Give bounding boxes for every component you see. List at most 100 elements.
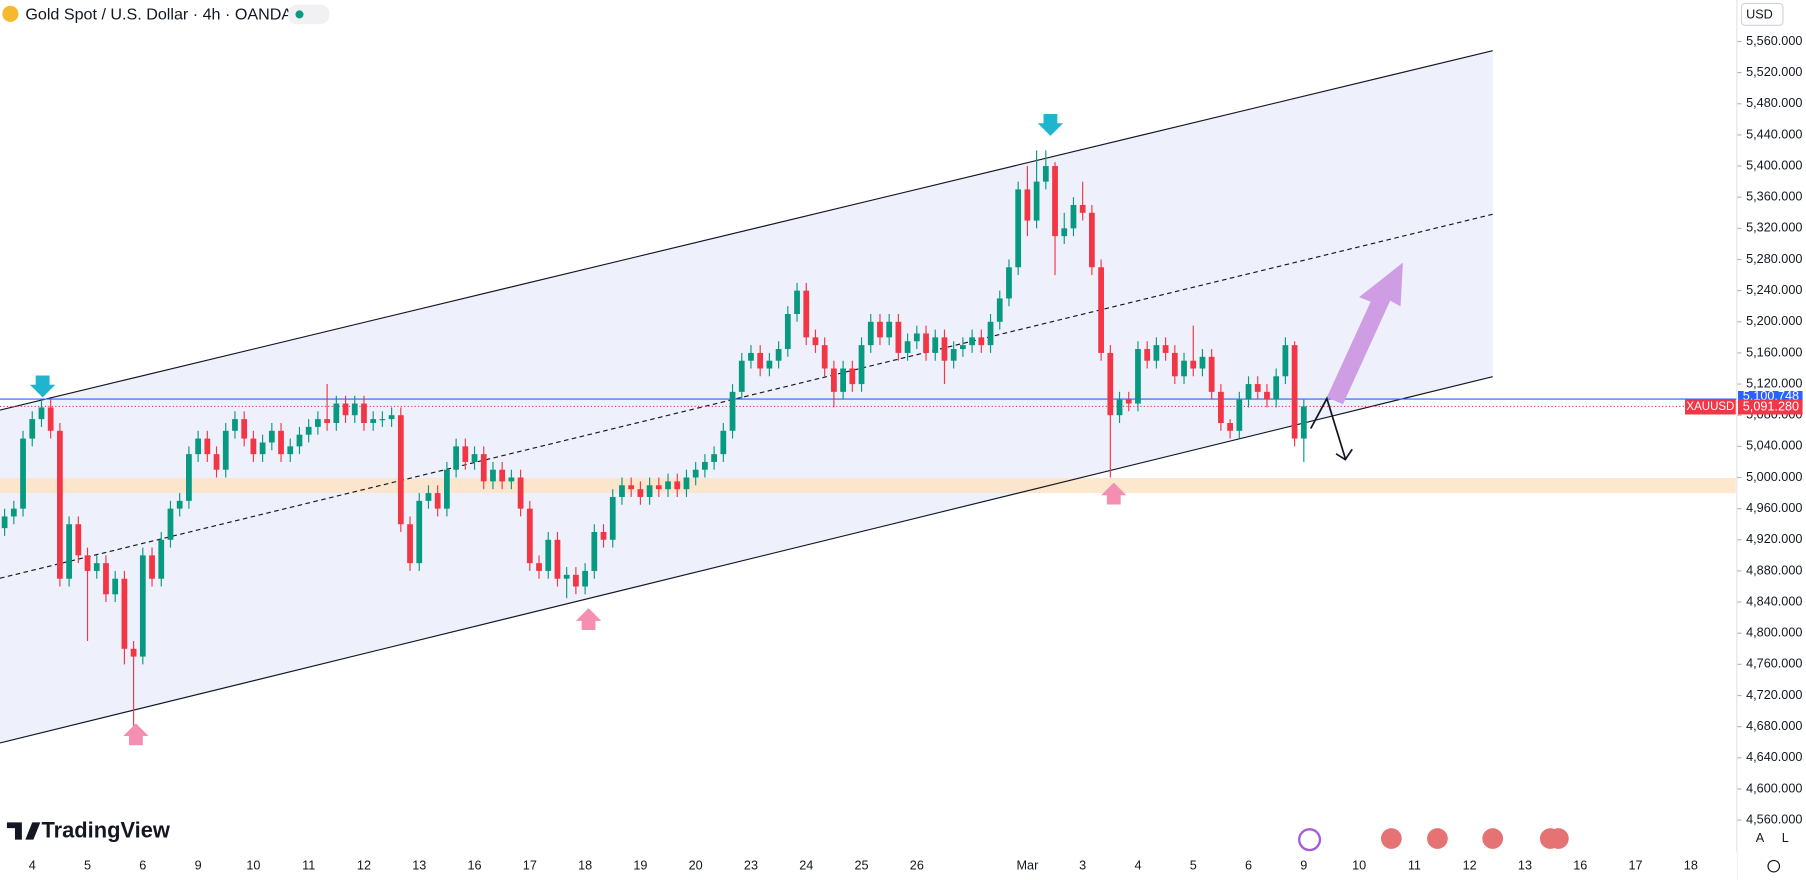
candle-body [471, 454, 478, 462]
candle-body [361, 403, 367, 423]
x-tick-label: 6 [139, 859, 146, 873]
y-tick-label: 4,760.000 [1746, 657, 1802, 671]
candle-body [158, 539, 165, 579]
candle-body [84, 555, 91, 571]
candle-body [1227, 422, 1233, 431]
event-icon[interactable] [1548, 828, 1569, 849]
x-tick-label: 12 [1463, 859, 1477, 873]
candle-body [1181, 360, 1187, 377]
candle-body [674, 481, 681, 490]
candle-body [720, 430, 727, 455]
event-icon[interactable] [1427, 828, 1448, 849]
candle-body [10, 508, 17, 517]
candle-body [702, 461, 708, 470]
candle-body [867, 321, 874, 346]
y-tick-label: 4,880.000 [1746, 563, 1802, 577]
candle-body [1153, 345, 1160, 361]
candle-body [536, 563, 542, 571]
candle-body [821, 345, 828, 369]
x-tick-label: 5 [1190, 859, 1197, 873]
candle-body [480, 454, 487, 482]
y-tick-label: 4,720.000 [1746, 688, 1802, 702]
y-tick-label: 5,160.000 [1746, 345, 1802, 359]
y-tick-label: 5,200.000 [1746, 314, 1802, 328]
candle-body [692, 469, 699, 478]
grid-layer [0, 398, 1737, 408]
candle-body [1006, 267, 1012, 299]
x-tick-label: 23 [744, 859, 758, 873]
x-tick-label: 9 [1300, 859, 1307, 873]
x-tick-label: 20 [689, 859, 703, 873]
candle-body [278, 430, 284, 455]
candle-body [1144, 349, 1151, 361]
y-tick-label: 5,000.000 [1746, 470, 1802, 484]
event-icon[interactable] [1380, 828, 1402, 849]
candle-body [849, 368, 856, 385]
candle-body [259, 442, 266, 455]
candle-body [1107, 352, 1114, 416]
candle-body [250, 438, 257, 455]
candle-layer [1, 150, 1307, 743]
candle-body [1125, 399, 1132, 404]
candle-body [425, 493, 432, 501]
candle-body [444, 469, 450, 509]
candle-body [296, 434, 303, 447]
chart-title: Gold Spot / U.S. Dollar · 4h · OANDA [25, 5, 292, 23]
event-icon[interactable] [1482, 828, 1504, 849]
arrow-up-marker [1101, 482, 1127, 505]
scale-button[interactable]: A [1756, 831, 1765, 845]
brand-icon [6, 822, 41, 840]
x-tick-label: 18 [1684, 859, 1698, 873]
candle-body [573, 574, 579, 587]
candle-body [757, 352, 764, 369]
candle-body [950, 349, 957, 361]
candle-body [517, 477, 524, 509]
candle-body [1300, 406, 1307, 439]
markers-down [29, 114, 1064, 398]
channel-mid [0, 213, 1493, 579]
currency-box[interactable] [1740, 2, 1784, 26]
settings-icon[interactable] [1767, 859, 1781, 873]
x-tick-label: 13 [412, 859, 426, 873]
candle-body [434, 493, 441, 509]
candle-body [812, 337, 819, 346]
candle-body [1061, 228, 1068, 237]
candle-body [1033, 181, 1040, 221]
x-tick-label: 26 [910, 859, 924, 873]
x-tick-label: 17 [523, 859, 537, 873]
x-tick-label: 3 [1079, 859, 1086, 873]
x-tick-label: 6 [1245, 859, 1252, 873]
y-tick-label: 5,120.000 [1746, 376, 1802, 390]
arrow-up-marker [575, 608, 602, 631]
y-tick-label: 5,440.000 [1746, 127, 1802, 141]
candle-body [1116, 399, 1123, 416]
scale-button[interactable]: L [1782, 831, 1789, 845]
candle-body [1190, 360, 1197, 369]
candle-body [268, 430, 275, 443]
symbol-tag: XAUUSD [1686, 401, 1734, 413]
x-tick-label: 25 [854, 859, 868, 873]
arrow-down-marker [1037, 114, 1064, 136]
candle-body [333, 403, 340, 423]
candle-body [969, 337, 975, 346]
event-icon[interactable] [1298, 828, 1322, 852]
candle-body [1273, 376, 1280, 400]
candle-body [858, 345, 865, 385]
candle-body [453, 446, 459, 470]
candle-body [923, 333, 929, 353]
candle-body [775, 349, 782, 361]
symbol-icon [2, 5, 19, 22]
x-tick-label: 10 [246, 859, 260, 873]
candle-body [1171, 352, 1178, 377]
candle-body [388, 415, 395, 420]
candle-body [1135, 349, 1141, 404]
candle-body [1291, 345, 1298, 439]
candle-body [149, 555, 155, 579]
candle-body [683, 477, 690, 490]
x-tick-label: 4 [29, 859, 36, 873]
candle-body [886, 321, 893, 338]
y-tick-label: 4,640.000 [1746, 750, 1802, 764]
support-zone [0, 478, 1736, 493]
candle-body [996, 298, 1003, 322]
candle-body [38, 407, 45, 420]
